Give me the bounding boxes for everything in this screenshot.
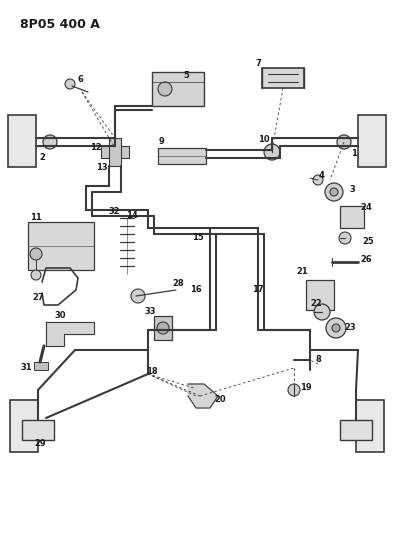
Bar	[154, 316, 172, 340]
Circle shape	[337, 135, 351, 149]
Text: 16: 16	[190, 286, 202, 295]
Circle shape	[326, 318, 346, 338]
Bar	[152, 72, 204, 106]
Bar	[28, 222, 94, 270]
Circle shape	[43, 135, 57, 149]
Circle shape	[157, 322, 169, 334]
Text: 7: 7	[255, 60, 261, 69]
Bar	[358, 115, 386, 167]
Text: 10: 10	[258, 135, 270, 144]
Text: 15: 15	[192, 233, 204, 243]
Bar	[101, 146, 129, 158]
Text: 28: 28	[172, 279, 184, 288]
Text: 24: 24	[360, 204, 372, 213]
Polygon shape	[46, 322, 94, 346]
Circle shape	[158, 82, 172, 96]
Text: 18: 18	[146, 367, 158, 376]
Circle shape	[31, 270, 41, 280]
Text: 8: 8	[315, 356, 321, 365]
Circle shape	[339, 232, 351, 244]
Text: 26: 26	[360, 255, 372, 264]
Bar	[22, 420, 54, 440]
Circle shape	[65, 79, 75, 89]
Text: 31: 31	[20, 364, 32, 373]
Text: 14: 14	[126, 212, 138, 221]
Circle shape	[131, 289, 145, 303]
Bar	[262, 68, 304, 88]
Text: 23: 23	[344, 324, 356, 333]
Text: 9: 9	[159, 138, 165, 147]
Text: 21: 21	[296, 268, 308, 277]
Text: 6: 6	[77, 76, 83, 85]
Text: 33: 33	[144, 308, 156, 317]
Bar	[306, 280, 334, 310]
Circle shape	[332, 324, 340, 332]
Text: 1: 1	[351, 149, 357, 158]
Circle shape	[264, 144, 280, 160]
Bar	[356, 400, 384, 452]
Circle shape	[195, 391, 205, 401]
Polygon shape	[188, 384, 218, 408]
Circle shape	[314, 304, 330, 320]
Text: 17: 17	[252, 286, 264, 295]
Text: 12: 12	[90, 143, 102, 152]
Circle shape	[30, 248, 42, 260]
Bar	[158, 148, 206, 164]
Text: 13: 13	[96, 164, 108, 173]
Text: 32: 32	[108, 207, 120, 216]
Circle shape	[325, 183, 343, 201]
Circle shape	[313, 175, 323, 185]
Circle shape	[77, 323, 87, 333]
Text: 3: 3	[349, 185, 355, 195]
Circle shape	[330, 188, 338, 196]
Text: 27: 27	[32, 294, 44, 303]
Text: 22: 22	[310, 300, 322, 309]
Text: 25: 25	[362, 238, 374, 246]
Text: 8P05 400 A: 8P05 400 A	[20, 18, 100, 31]
Bar	[109, 138, 121, 166]
Bar	[340, 420, 372, 440]
Bar	[8, 115, 36, 167]
Text: 5: 5	[183, 71, 189, 80]
Text: 29: 29	[34, 440, 46, 448]
Text: 2: 2	[39, 154, 45, 163]
Bar	[10, 400, 38, 452]
Bar	[34, 362, 48, 370]
Bar	[340, 206, 364, 228]
Text: 19: 19	[300, 384, 312, 392]
Circle shape	[288, 384, 300, 396]
Text: 30: 30	[54, 311, 66, 320]
Text: 20: 20	[214, 395, 226, 405]
Text: 4: 4	[319, 172, 325, 181]
Text: 11: 11	[30, 214, 42, 222]
